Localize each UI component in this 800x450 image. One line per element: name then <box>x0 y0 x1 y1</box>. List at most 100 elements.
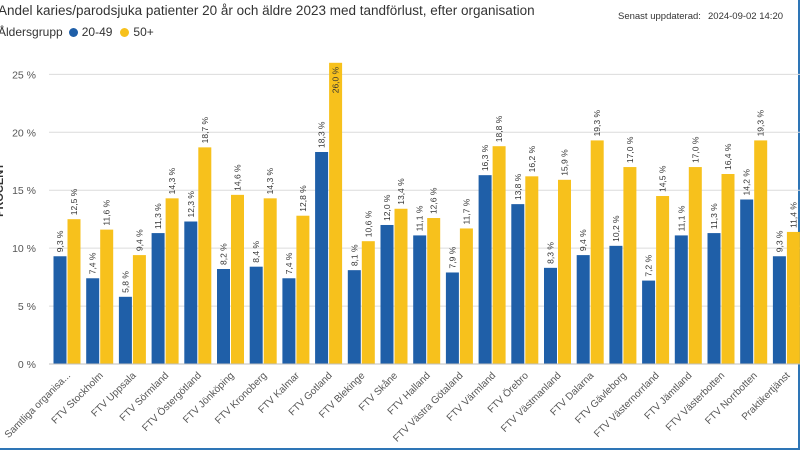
bar-50plus-2[interactable] <box>132 255 146 364</box>
data-label: 14,2 % <box>742 169 752 196</box>
bar-50plus-12[interactable] <box>459 228 473 364</box>
bar-50plus-11[interactable] <box>427 218 441 364</box>
chart-title: Andel karies/parodsjuka patienter 20 år … <box>0 3 535 18</box>
y-tick-label: 0 % <box>18 359 36 371</box>
bar-20-49-21[interactable] <box>740 199 754 364</box>
data-label: 19,3 % <box>756 110 766 137</box>
data-label: 13,4 % <box>396 178 406 205</box>
category-label: FTV Västerbotten <box>664 370 727 433</box>
bar-20-49-3[interactable] <box>151 233 165 364</box>
bar-50plus-19[interactable] <box>688 167 702 364</box>
data-label: 18,3 % <box>317 121 327 148</box>
bar-50plus-20[interactable] <box>721 174 735 364</box>
data-label: 18,8 % <box>494 115 504 142</box>
bar-20-49-4[interactable] <box>184 221 198 364</box>
legend-marker-20-49 <box>68 27 78 37</box>
data-label: 26,0 % <box>331 66 341 93</box>
data-label: 8,2 % <box>219 243 229 265</box>
bar-50plus-18[interactable] <box>656 196 670 364</box>
data-label: 16,3 % <box>480 144 490 171</box>
bar-50plus-7[interactable] <box>296 215 310 364</box>
bar-20-49-14[interactable] <box>511 204 525 364</box>
data-label: 9,3 % <box>55 230 65 252</box>
data-label: 7,4 % <box>88 252 98 274</box>
data-label: 7,4 % <box>284 252 294 274</box>
data-label: 8,4 % <box>251 241 261 263</box>
bar-50plus-1[interactable] <box>100 229 114 364</box>
bar-50plus-5[interactable] <box>231 194 244 364</box>
data-label: 17,0 % <box>690 136 700 163</box>
data-label: 12,6 % <box>429 187 439 214</box>
data-label: 9,4 % <box>134 229 144 251</box>
legend-title: Åldersgrupp <box>0 25 63 39</box>
legend-label-50plus: 50+ <box>133 25 154 39</box>
data-label: 16,4 % <box>723 143 733 170</box>
category-label: FTV Västmanland <box>499 370 563 434</box>
bar-50plus-13[interactable] <box>492 146 506 364</box>
bar-20-49-12[interactable] <box>445 272 459 364</box>
data-label: 5,8 % <box>120 271 130 293</box>
data-label: 9,4 % <box>578 229 588 251</box>
data-label: 11,3 % <box>709 203 719 229</box>
legend-label-20-49: 20-49 <box>81 25 113 39</box>
bar-20-49-22[interactable] <box>772 256 786 364</box>
bar-50plus-15[interactable] <box>558 179 571 364</box>
bar-50plus-4[interactable] <box>198 147 212 364</box>
category-label: FTV Östergötland <box>140 370 204 434</box>
bar-20-49-18[interactable] <box>642 280 656 364</box>
bar-50plus-8[interactable] <box>329 62 343 365</box>
bar-50plus-17[interactable] <box>623 167 637 364</box>
bar-20-49-7[interactable] <box>282 278 296 364</box>
bar-20-49-2[interactable] <box>118 296 132 364</box>
bar-20-49-19[interactable] <box>674 235 688 364</box>
data-label: 11,3 % <box>153 203 163 229</box>
y-tick-label: 20 % <box>12 127 36 139</box>
data-label: 8,3 % <box>546 242 556 264</box>
data-label: 11,6 % <box>102 199 112 225</box>
bar-20-49-17[interactable] <box>609 245 623 364</box>
bar-50plus-0[interactable] <box>67 219 81 364</box>
bar-50plus-16[interactable] <box>590 140 604 364</box>
bar-50plus-6[interactable] <box>263 198 277 364</box>
data-label: 11,4 % <box>788 202 798 228</box>
legend-item-50plus[interactable]: 50+ <box>120 25 154 39</box>
legend-item-20-49[interactable]: 20-49 <box>68 25 113 39</box>
bar-20-49-0[interactable] <box>53 256 67 364</box>
data-label: 17,0 % <box>625 136 635 163</box>
bar-20-49-6[interactable] <box>249 266 263 364</box>
bar-50plus-10[interactable] <box>394 208 408 364</box>
bar-20-49-9[interactable] <box>347 270 361 364</box>
data-label: 15,9 % <box>560 149 570 176</box>
bar-20-49-16[interactable] <box>576 255 590 364</box>
bar-20-49-20[interactable] <box>707 233 721 364</box>
data-label: 10,2 % <box>611 215 621 242</box>
bar-20-49-8[interactable] <box>315 151 329 364</box>
legend: Åldersgrupp 20-49 50+ <box>0 25 162 39</box>
data-label: 8,1 % <box>349 244 359 266</box>
data-label: 12,3 % <box>186 191 196 218</box>
data-label: 16,2 % <box>527 145 537 172</box>
bar-20-49-1[interactable] <box>86 278 100 364</box>
data-label: 14,6 % <box>233 164 243 191</box>
bar-20-49-15[interactable] <box>544 267 557 364</box>
bar-50plus-14[interactable] <box>525 176 539 364</box>
data-label: 12,8 % <box>298 185 308 212</box>
bar-50plus-3[interactable] <box>165 198 179 364</box>
data-label: 13,8 % <box>513 173 523 200</box>
bar-50plus-22[interactable] <box>786 231 800 364</box>
data-label: 11,7 % <box>461 198 471 224</box>
data-label: 10,6 % <box>363 210 373 237</box>
y-tick-label: 5 % <box>18 301 36 313</box>
bar-20-49-10[interactable] <box>380 224 394 364</box>
y-tick-label: 25 % <box>12 69 36 81</box>
data-label: 7,2 % <box>644 254 654 276</box>
bar-50plus-9[interactable] <box>361 241 375 364</box>
bar-20-49-5[interactable] <box>217 269 230 364</box>
bar-20-49-13[interactable] <box>478 175 492 364</box>
bar-20-49-11[interactable] <box>413 235 427 364</box>
bar-50plus-21[interactable] <box>754 140 768 364</box>
data-label: 19,3 % <box>592 110 602 137</box>
y-tick-label: 10 % <box>12 243 36 255</box>
